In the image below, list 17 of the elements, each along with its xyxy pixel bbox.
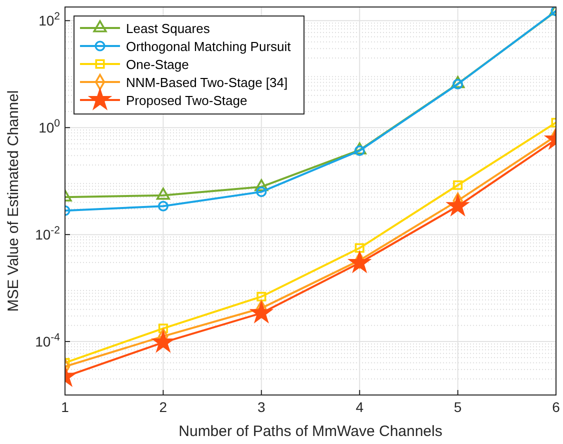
x-tick-label: 5 (454, 399, 462, 415)
y-tick-label: 10$^{-4}$ (35, 332, 60, 350)
x-tick-label: 2 (159, 399, 168, 415)
x-tick-label: 4 (356, 399, 364, 415)
x-tick-label: 1 (61, 399, 70, 415)
legend-label: Least Squares (126, 21, 210, 36)
y-axis-title: MSE Value of Estimated Channel (5, 90, 22, 312)
x-tick-label: 3 (258, 399, 266, 415)
legend-label: NNM-Based Two-Stage [34] (126, 75, 288, 90)
y-tick-label: 10$^{0}$ (38, 118, 60, 136)
y-tick-label: 10$^{-2}$ (35, 224, 60, 243)
legend-label: Proposed Two-Stage (126, 93, 248, 108)
legend-label: One-Stage (126, 57, 189, 72)
legend-label: Orthogonal Matching Pursuit (126, 39, 292, 54)
x-axis-title: Number of Paths of MmWave Channels (178, 423, 442, 440)
y-tick-label: 10$^{2}$ (38, 10, 60, 29)
x-tick-label: 6 (552, 399, 560, 415)
